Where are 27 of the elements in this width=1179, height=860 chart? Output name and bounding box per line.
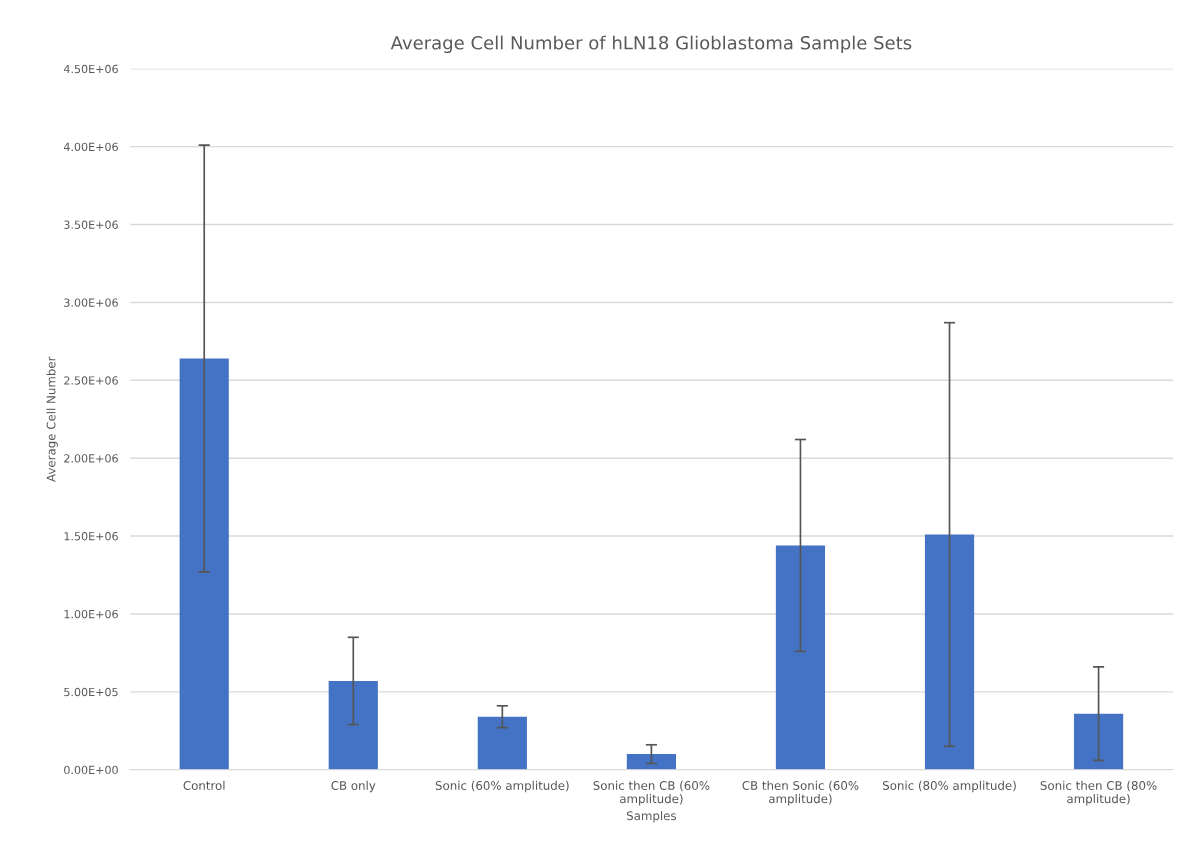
y-tick-label: 0.00E+00 — [64, 765, 118, 775]
x-tick-label: Sonic then CB (60% amplitude) — [593, 780, 710, 806]
y-tick-label: 4.00E+06 — [63, 142, 118, 152]
x-tick-label: Sonic (80% amplitude) — [883, 780, 1016, 793]
y-axis-title: Average Cell Number — [46, 356, 58, 482]
x-axis-title: Samples — [626, 811, 677, 823]
y-tick-label: 1.50E+06 — [64, 532, 118, 541]
x-tick-label: Control — [183, 780, 225, 790]
bar — [179, 358, 229, 770]
y-tick-label: 2.50E+06 — [64, 376, 118, 385]
y-tick-label: 1.00E+06 — [64, 609, 118, 619]
bar — [328, 680, 378, 770]
y-tick-label: 3.50E+06 — [64, 220, 118, 229]
y-tick-label: 4.50E+06 — [63, 64, 118, 74]
y-tick-label: 3.00E+06 — [64, 298, 118, 307]
x-tick-label: CB only — [331, 780, 376, 793]
y-tick-label: 2.00E+06 — [64, 454, 118, 463]
bar — [924, 534, 975, 770]
chart-title: Average Cell Number of hLN18 Glioblastoma Sample Sets — [390, 35, 912, 54]
bar — [626, 754, 676, 770]
bar — [1073, 713, 1124, 770]
bar — [775, 545, 826, 770]
x-tick-label: Sonic then CB (80% amplitude) — [1040, 780, 1157, 806]
x-tick-label: Sonic (60% amplitude) — [435, 780, 569, 793]
x-tick-label: CB then Sonic (60% amplitude) — [742, 780, 859, 806]
y-tick-label: 5.00E+05 — [64, 687, 118, 697]
bar — [477, 716, 527, 770]
